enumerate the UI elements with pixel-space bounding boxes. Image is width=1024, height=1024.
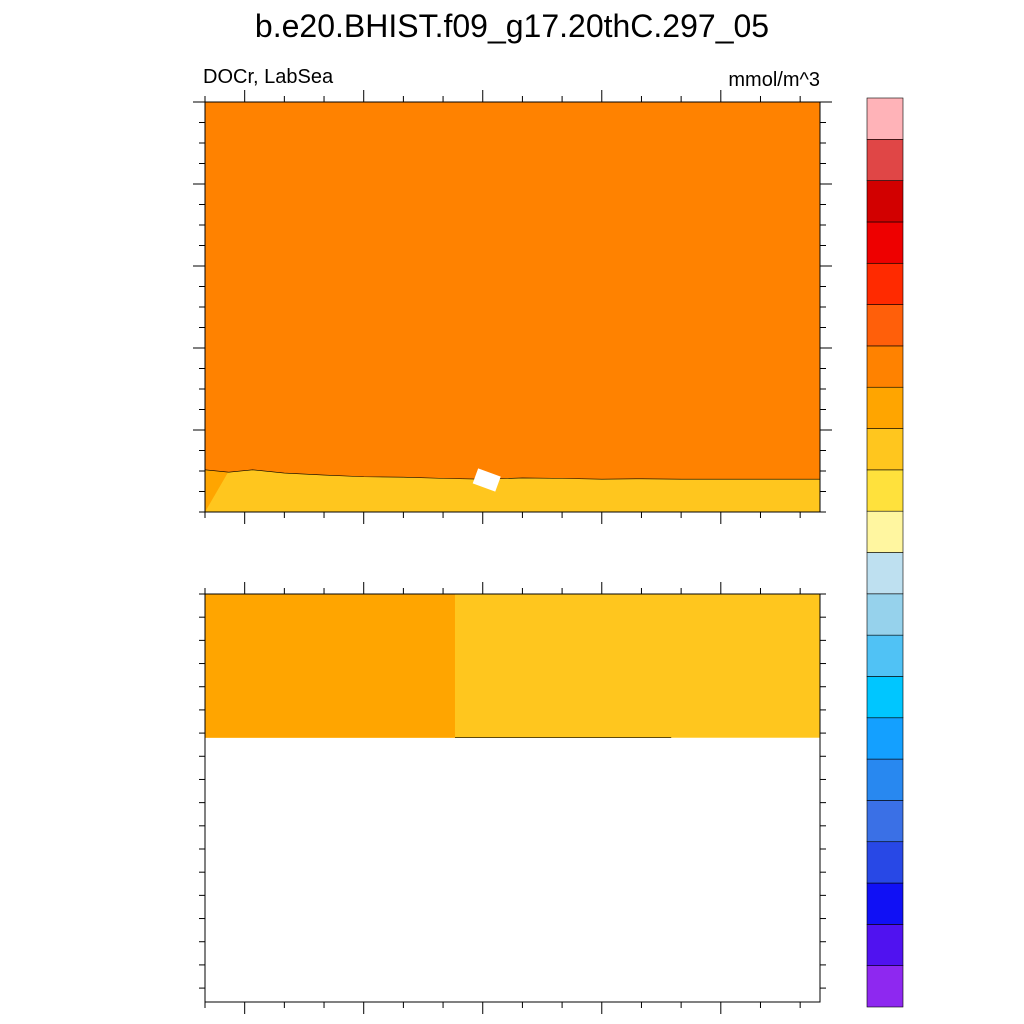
- lower-panel: [199, 582, 826, 1014]
- left-subtitle: DOCr, LabSea: [203, 66, 334, 88]
- colorbar-box-3: [866, 841, 904, 884]
- right-subtitle: mmol/m^3: [728, 69, 820, 91]
- colorbar-box-6: [866, 717, 904, 760]
- colorbar-box-15: [866, 345, 904, 388]
- colorbar-box-14: [866, 386, 904, 429]
- colorbar-box-10: [866, 552, 904, 595]
- colorbar-box-20: [866, 139, 904, 181]
- colorbar-box-16: [866, 304, 904, 347]
- colorbar-box-7: [866, 676, 904, 719]
- colorbar: [866, 97, 904, 1008]
- colorbar-box-9: [866, 593, 904, 636]
- contour-label-group: [472, 468, 501, 492]
- colorbar-box-21: [866, 97, 904, 140]
- upper-panel: [193, 90, 832, 524]
- fill-region-37-37.5: [205, 102, 820, 480]
- fill-region-36.5-37: [205, 594, 672, 738]
- colorbar-box-5: [866, 758, 904, 801]
- colorbar-box-12: [866, 469, 904, 512]
- colorbar-box-8: [866, 634, 904, 677]
- colorbar-box-13: [866, 428, 904, 471]
- colorbar-box-17: [866, 262, 904, 305]
- colorbar-box-19: [866, 180, 904, 223]
- colorbar-box-18: [866, 221, 904, 264]
- colorbar-box-0: [866, 965, 904, 1008]
- colorbar-box-4: [866, 800, 904, 843]
- colorbar-box-2: [866, 882, 904, 925]
- colorbar-box-11: [866, 510, 904, 553]
- contour-label-box: [472, 468, 501, 492]
- plot-frame: [204, 593, 821, 1003]
- chart-title: b.e20.BHIST.f09_g17.20thC.297_05: [255, 8, 769, 44]
- colorbar-box-1: [866, 924, 904, 966]
